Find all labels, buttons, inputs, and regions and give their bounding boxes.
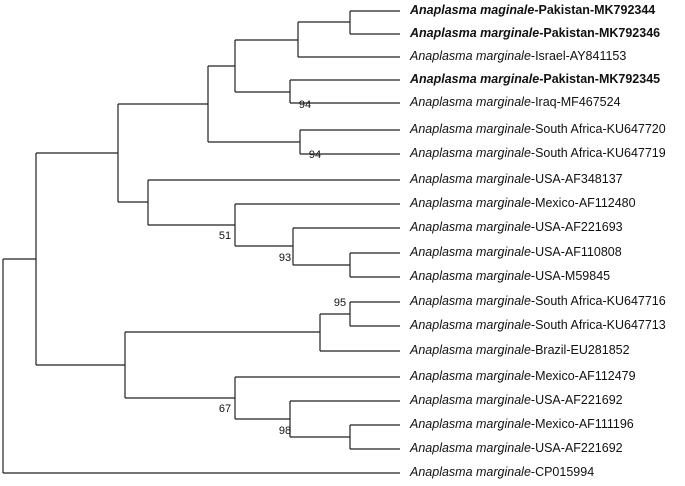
leaf-label: Anaplasma marginale-South Africa-KU64771… [409,294,666,308]
leaf-label: Anaplasma maginale-Pakistan-MK792344 [409,3,655,17]
bootstrap-value: 67 [219,403,231,415]
species-name: Anaplasma marginale [409,49,531,63]
species-name: Anaplasma marginale [409,269,531,283]
strain-id: -Mexico-AF111196 [531,417,634,431]
species-name: Anaplasma maginale [409,3,534,17]
strain-id: -USA-AF110808 [531,245,622,259]
strain-id: -Brazil-EU281852 [531,343,630,357]
branches [2,10,400,474]
species-name: Anaplasma marginale [409,95,531,109]
strain-id: -CP015994 [531,465,594,479]
species-name: Anaplasma marginale [409,318,531,332]
strain-id: -South Africa-KU647713 [531,318,666,332]
leaf-label: Anaplasma marginale-USA-AF348137 [409,172,623,186]
leaf-label: Anaplasma marginale-South Africa-KU64771… [409,146,666,160]
bootstrap-value: 94 [309,149,321,161]
strain-id: -South Africa-KU647716 [531,294,666,308]
leaf-label: Anaplasma marginale-CP015994 [409,465,594,479]
strain-id: -South Africa-KU647719 [531,146,666,160]
species-name: Anaplasma marginale [409,343,531,357]
strain-id: -Iraq-MF467524 [531,95,621,109]
leaf-label: Anaplasma marginale-Iraq-MF467524 [409,95,621,109]
leaf-label: Anaplasma marginale-Mexico-AF112479 [409,369,636,383]
species-name: Anaplasma marginale [409,220,531,234]
leaf-label: Anaplasma marginale-Israel-AY841153 [409,49,626,63]
species-name: Anaplasma marginale [409,122,531,136]
leaf-label: Anaplasma marginale-South Africa-KU64771… [409,318,666,332]
species-name: Anaplasma marginale [409,465,531,479]
strain-id: -USA-AF348137 [531,172,623,186]
species-name: Anaplasma marginale [409,196,531,210]
strain-id: -USA-M59845 [531,269,610,283]
species-name: Anaplasma marginale [409,146,531,160]
leaf-label: Anaplasma marginale-USA-M59845 [409,269,610,283]
strain-id: -USA-AF221692 [531,393,623,407]
bootstrap-value: 93 [279,252,291,264]
bootstrap-value: 94 [299,99,311,111]
species-name: Anaplasma marginale [409,441,531,455]
leaf-label: Anaplasma marginale-USA-AF110808 [409,245,622,259]
leaf-label: Anaplasma marginale-Mexico-AF112480 [409,196,636,210]
strain-id: -Mexico-AF112479 [531,369,636,383]
strain-id: -USA-AF221692 [531,441,623,455]
leaf-label: Anaplasma marginale-USA-AF221693 [409,220,623,234]
leaf-label: Anaplasma marginale-South Africa-KU64772… [409,122,666,136]
strain-id: -Pakistan-MK792346 [539,26,660,40]
leaf-label: Anaplasma marginale-Mexico-AF111196 [409,417,634,431]
strain-id: -Pakistan-MK792344 [534,3,655,17]
species-name: Anaplasma marginale [409,245,531,259]
strain-id: -South Africa-KU647720 [531,122,666,136]
species-name: Anaplasma marginale [409,172,531,186]
strain-id: -USA-AF221693 [531,220,623,234]
species-name: Anaplasma marginale [409,417,531,431]
species-name: Anaplasma marginale [409,72,539,86]
strain-id: -Mexico-AF112480 [531,196,636,210]
leaf-label: Anaplasma marginale-USA-AF221692 [409,441,623,455]
species-name: Anaplasma marginale [409,393,531,407]
leaf-label: Anaplasma marginale-USA-AF221692 [409,393,623,407]
leaf-label: Anaplasma marginale-Pakistan-MK792346 [409,26,660,40]
bootstrap-value: 95 [334,297,346,309]
leaf-label: Anaplasma marginale-Brazil-EU281852 [409,343,630,357]
bootstrap-value: 98 [279,425,291,437]
species-name: Anaplasma marginale [409,26,539,40]
species-name: Anaplasma marginale [409,369,531,383]
strain-id: -Pakistan-MK792345 [539,72,660,86]
leaf-label: Anaplasma marginale-Pakistan-MK792345 [409,72,660,86]
species-name: Anaplasma marginale [409,294,531,308]
bootstrap-value: 51 [219,230,231,242]
strain-id: -Israel-AY841153 [531,49,626,63]
